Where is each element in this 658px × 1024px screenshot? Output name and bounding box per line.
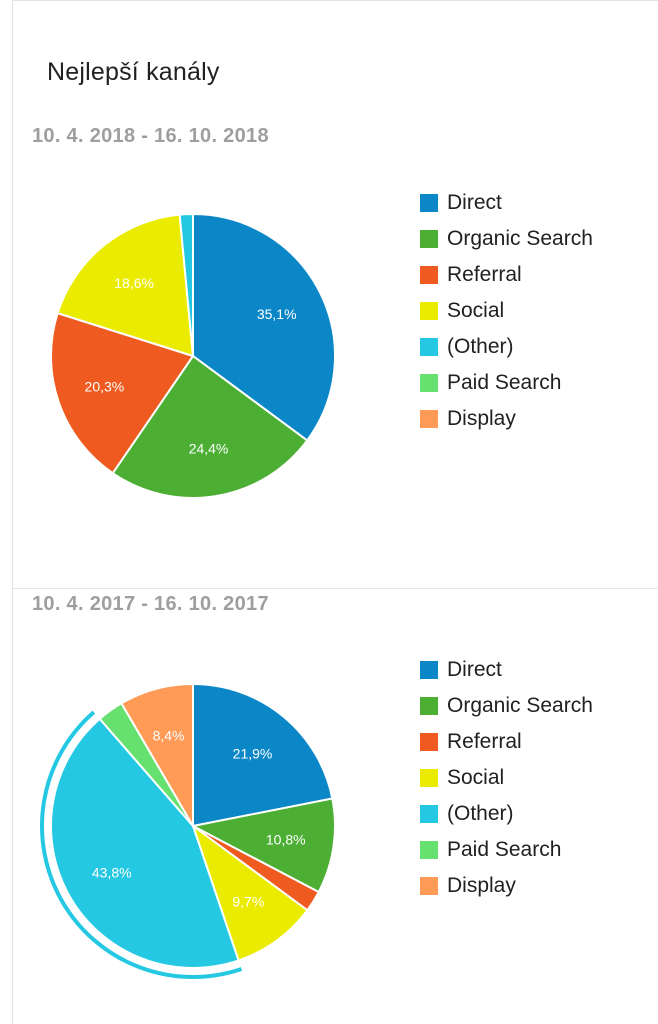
- legend-swatch: [420, 230, 438, 248]
- legend-item-display[interactable]: Display: [420, 401, 593, 437]
- slice-label-organic-search: 24,4%: [189, 440, 229, 456]
- legend-swatch: [420, 697, 438, 715]
- highlight-ring: [40, 710, 243, 979]
- legend-swatch: [420, 661, 438, 679]
- legend-item-display[interactable]: Display: [420, 868, 593, 904]
- legend-item-referral[interactable]: Referral: [420, 724, 593, 760]
- slice-label-direct: 21,9%: [233, 746, 273, 762]
- pie-slice-direct[interactable]: [192, 212, 336, 442]
- legend-item-paid-search[interactable]: Paid Search: [420, 365, 593, 401]
- legend-swatch: [420, 733, 438, 751]
- legend-item-other[interactable]: (Other): [420, 796, 593, 832]
- pie-slice-social[interactable]: [191, 823, 309, 962]
- slice-label-direct: 35,1%: [257, 306, 297, 322]
- legend-label: Organic Search: [447, 227, 593, 250]
- legend-label: Display: [447, 874, 516, 897]
- legend-label: Direct: [447, 191, 502, 214]
- card-title: Nejlepší kanály: [47, 58, 220, 86]
- legend-item-referral[interactable]: Referral: [420, 257, 593, 293]
- legend-swatch: [420, 805, 438, 823]
- legend-label: Social: [447, 766, 505, 789]
- legend-label: Display: [447, 407, 516, 430]
- pie-slice-other[interactable]: [50, 717, 240, 969]
- pie-slice-display[interactable]: [120, 682, 194, 830]
- legend-label: Direct: [447, 658, 502, 681]
- legend-label: Paid Search: [447, 371, 562, 394]
- legend-item-organic-search[interactable]: Organic Search: [420, 688, 593, 724]
- legend-item-paid-search[interactable]: Paid Search: [420, 832, 593, 868]
- legend-item-social[interactable]: Social: [420, 293, 593, 329]
- legend-label: (Other): [447, 335, 514, 358]
- date-range-current: 10. 4. 2018 - 16. 10. 2018: [32, 125, 269, 147]
- legend-label: Referral: [447, 263, 522, 286]
- legend-label: (Other): [447, 802, 514, 825]
- legend-label: Organic Search: [447, 694, 593, 717]
- pie-chart-current: 35,1% 24,4% 20,3% 18,6%: [50, 212, 336, 499]
- pie-slice-social[interactable]: [56, 213, 195, 358]
- pie-slice-organic-search[interactable]: [111, 354, 309, 499]
- pie-slice-organic-search[interactable]: [190, 797, 336, 894]
- slice-label-display: 8,4%: [153, 728, 185, 744]
- legend-swatch: [420, 374, 438, 392]
- slice-label-other: 43,8%: [92, 865, 132, 881]
- date-range-previous: 10. 4. 2017 - 16. 10. 2017: [32, 593, 269, 615]
- slice-label-organic-search: 10,8%: [266, 831, 306, 847]
- slice-label-social: 9,7%: [232, 894, 264, 910]
- slice-label-referral: 20,3%: [85, 379, 125, 395]
- pie-slice-referral[interactable]: [50, 311, 195, 475]
- slice-label-social: 18,6%: [114, 275, 154, 291]
- card-border: [12, 0, 13, 1024]
- pie-slice-direct[interactable]: [192, 682, 334, 828]
- legend-swatch: [420, 841, 438, 859]
- legend-item-direct[interactable]: Direct: [420, 652, 593, 688]
- legend-item-organic-search[interactable]: Organic Search: [420, 221, 593, 257]
- legend-item-social[interactable]: Social: [420, 760, 593, 796]
- legend-label: Referral: [447, 730, 522, 753]
- legend-label: Paid Search: [447, 838, 562, 861]
- card-top-border: [12, 0, 658, 1]
- legend-item-direct[interactable]: Direct: [420, 185, 593, 221]
- legend-item-other[interactable]: (Other): [420, 329, 593, 365]
- legend-previous: Direct Organic Search Referral Social (Other…: [420, 652, 593, 904]
- pie-chart-previous: 21,9% 10,8% 9,7% 43,8% 8,4%: [40, 682, 336, 979]
- legend-swatch: [420, 194, 438, 212]
- pie-slice-other[interactable]: [178, 212, 194, 357]
- legend-swatch: [420, 266, 438, 284]
- section-divider: [12, 588, 658, 589]
- legend-swatch: [420, 338, 438, 356]
- legend-current: Direct Organic Search Referral Social (Other…: [420, 185, 593, 437]
- legend-label: Social: [447, 299, 505, 322]
- legend-swatch: [420, 769, 438, 787]
- legend-swatch: [420, 302, 438, 320]
- legend-swatch: [420, 410, 438, 428]
- legend-swatch: [420, 877, 438, 895]
